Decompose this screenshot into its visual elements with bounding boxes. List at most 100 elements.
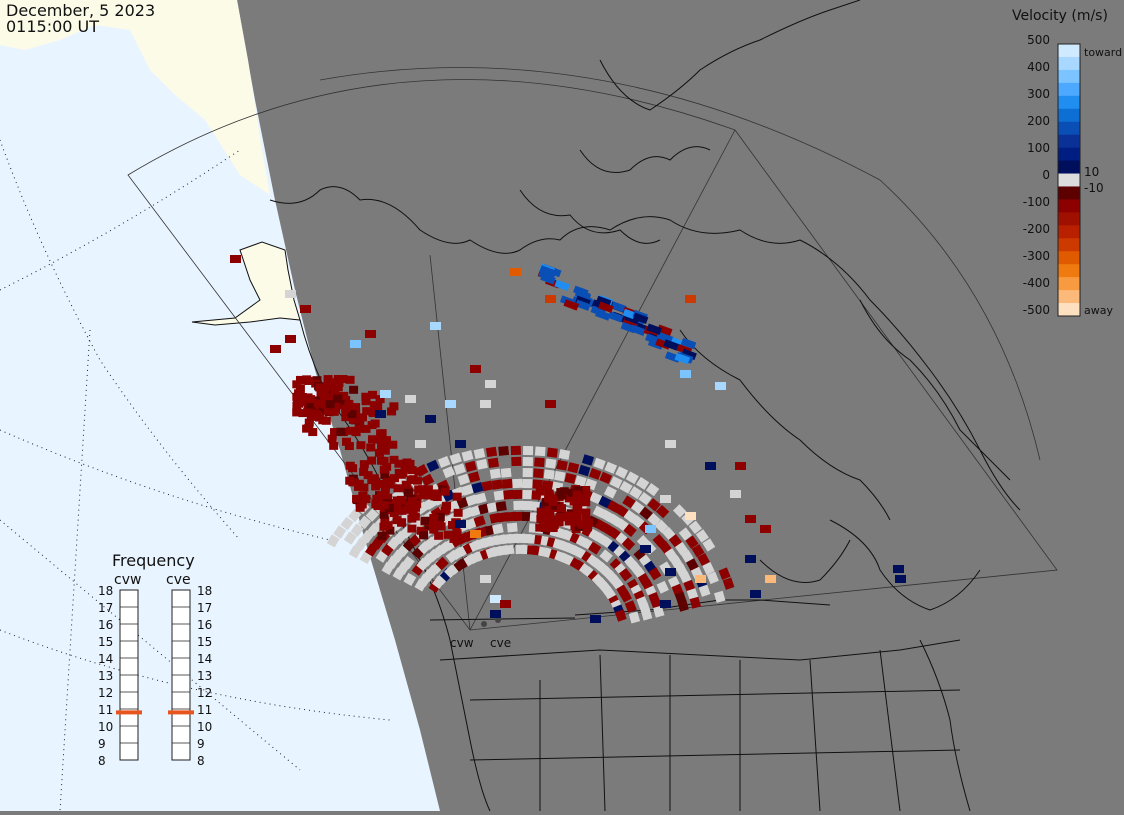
colorbar-swatch (1058, 199, 1080, 213)
scatter-cell (745, 555, 756, 563)
scatter-cell (563, 299, 580, 311)
scatter-cell (343, 531, 357, 545)
scatter-cell (522, 490, 533, 500)
scatter-cell (367, 476, 377, 485)
scatter-cell (415, 440, 426, 448)
scatter-cell (406, 475, 416, 484)
scatter-cell (359, 483, 369, 492)
scatter-cell (342, 437, 352, 446)
scatter-cell (425, 415, 436, 423)
scatter-cell (500, 600, 511, 608)
scatter-cell (540, 273, 556, 285)
scatter-cell (581, 498, 591, 507)
scatter-cell (648, 567, 662, 581)
colorbar-tick-label: 100 (1027, 141, 1050, 155)
frequency-scale-label: 14 (98, 652, 113, 666)
scatter-cell (333, 525, 347, 539)
scatter-cell (380, 516, 390, 525)
scatter-cell (470, 530, 481, 538)
frequency-scale-label: 12 (98, 686, 113, 700)
scatter-cell (325, 382, 335, 391)
scatter-cell (429, 525, 439, 534)
radar-site-cve (495, 617, 501, 623)
scatter-cell (545, 517, 555, 526)
scatter-cell (412, 476, 422, 485)
scatter-cell (685, 535, 699, 549)
scatter-cell (581, 454, 595, 466)
scatter-cell (436, 522, 446, 531)
frequency-scale-label: 8 (98, 754, 106, 768)
scatter-cell (411, 503, 421, 512)
scatter-cell (588, 541, 602, 555)
scatter-cell (593, 457, 606, 470)
colorbar-swatch (1058, 277, 1080, 291)
frequency-scale-label: 11 (197, 703, 212, 717)
scatter-cell (705, 462, 716, 470)
scatter-cell (397, 518, 407, 527)
scatter-cell (304, 418, 314, 427)
frequency-scale-label: 10 (197, 720, 212, 734)
scatter-cell (534, 457, 545, 468)
colorbar-swatch (1058, 160, 1080, 175)
scatter-cell (522, 446, 534, 456)
colorbar-tick-label: -500 (1023, 303, 1050, 317)
scatter-cell (311, 409, 321, 418)
scatter-cell (414, 467, 424, 476)
frequency-panel: Frequency cvw cve 1817161514131211109818… (98, 551, 212, 768)
colorbar-tick-label: 500 (1027, 33, 1050, 47)
scatter-cell (522, 457, 533, 467)
scatter-cell (557, 491, 567, 500)
scatter-cell (532, 479, 543, 490)
scatter-cell (476, 458, 488, 470)
scatter-cell (706, 571, 719, 585)
scatter-cell (354, 537, 368, 551)
scatter-cell (645, 525, 656, 533)
scatter-cell (635, 476, 650, 490)
scatter-cell (348, 508, 362, 523)
scatter-cell (389, 455, 399, 464)
colorbar-swatch (1058, 186, 1080, 200)
scatter-cell (387, 407, 397, 416)
scatter-cell (533, 468, 544, 479)
scatter-cell (722, 577, 735, 590)
scatter-cell (384, 503, 394, 512)
colorbar-swatch (1058, 108, 1080, 123)
scatter-cell (357, 500, 367, 509)
scatter-cell (492, 523, 504, 535)
scatter-cell (599, 549, 613, 563)
scatter-cell (688, 520, 702, 534)
radar-label-cve: cve (490, 636, 511, 650)
scatter-cell (545, 295, 556, 303)
scatter-cell (393, 496, 403, 505)
colorbar-swatch (1058, 264, 1080, 278)
scatter-cell (510, 445, 522, 456)
scatter-cell (373, 435, 383, 444)
scatter-cell (630, 500, 645, 515)
scatter-cell (495, 501, 507, 512)
scatter-cell (389, 474, 399, 483)
scatter-cell (361, 397, 371, 406)
scatter-cell (373, 479, 383, 488)
scatter-cell (623, 523, 637, 538)
scatter-cell (735, 462, 746, 470)
scatter-cell (468, 471, 481, 483)
scatter-cell (621, 537, 636, 551)
scatter-cell (369, 401, 379, 410)
scatter-cell (285, 290, 296, 298)
scatter-cell (392, 502, 402, 511)
scatter-cell (662, 526, 676, 541)
scatter-cell (418, 491, 428, 500)
scatter-cell (647, 512, 661, 527)
scatter-cell (327, 434, 337, 443)
scatter-cell (555, 513, 565, 522)
scatter-cell (656, 324, 673, 336)
scatter-cell (339, 391, 349, 400)
colorbar-away-label: away (1084, 304, 1113, 317)
colorbar-swatch (1058, 251, 1080, 265)
scatter-cell (370, 419, 380, 428)
scatter-cell (619, 480, 633, 494)
scatter-cell (385, 526, 395, 535)
scatter-cell (572, 490, 582, 499)
scatter-cell (316, 388, 326, 397)
daylight-land-alaska (191, 241, 301, 326)
